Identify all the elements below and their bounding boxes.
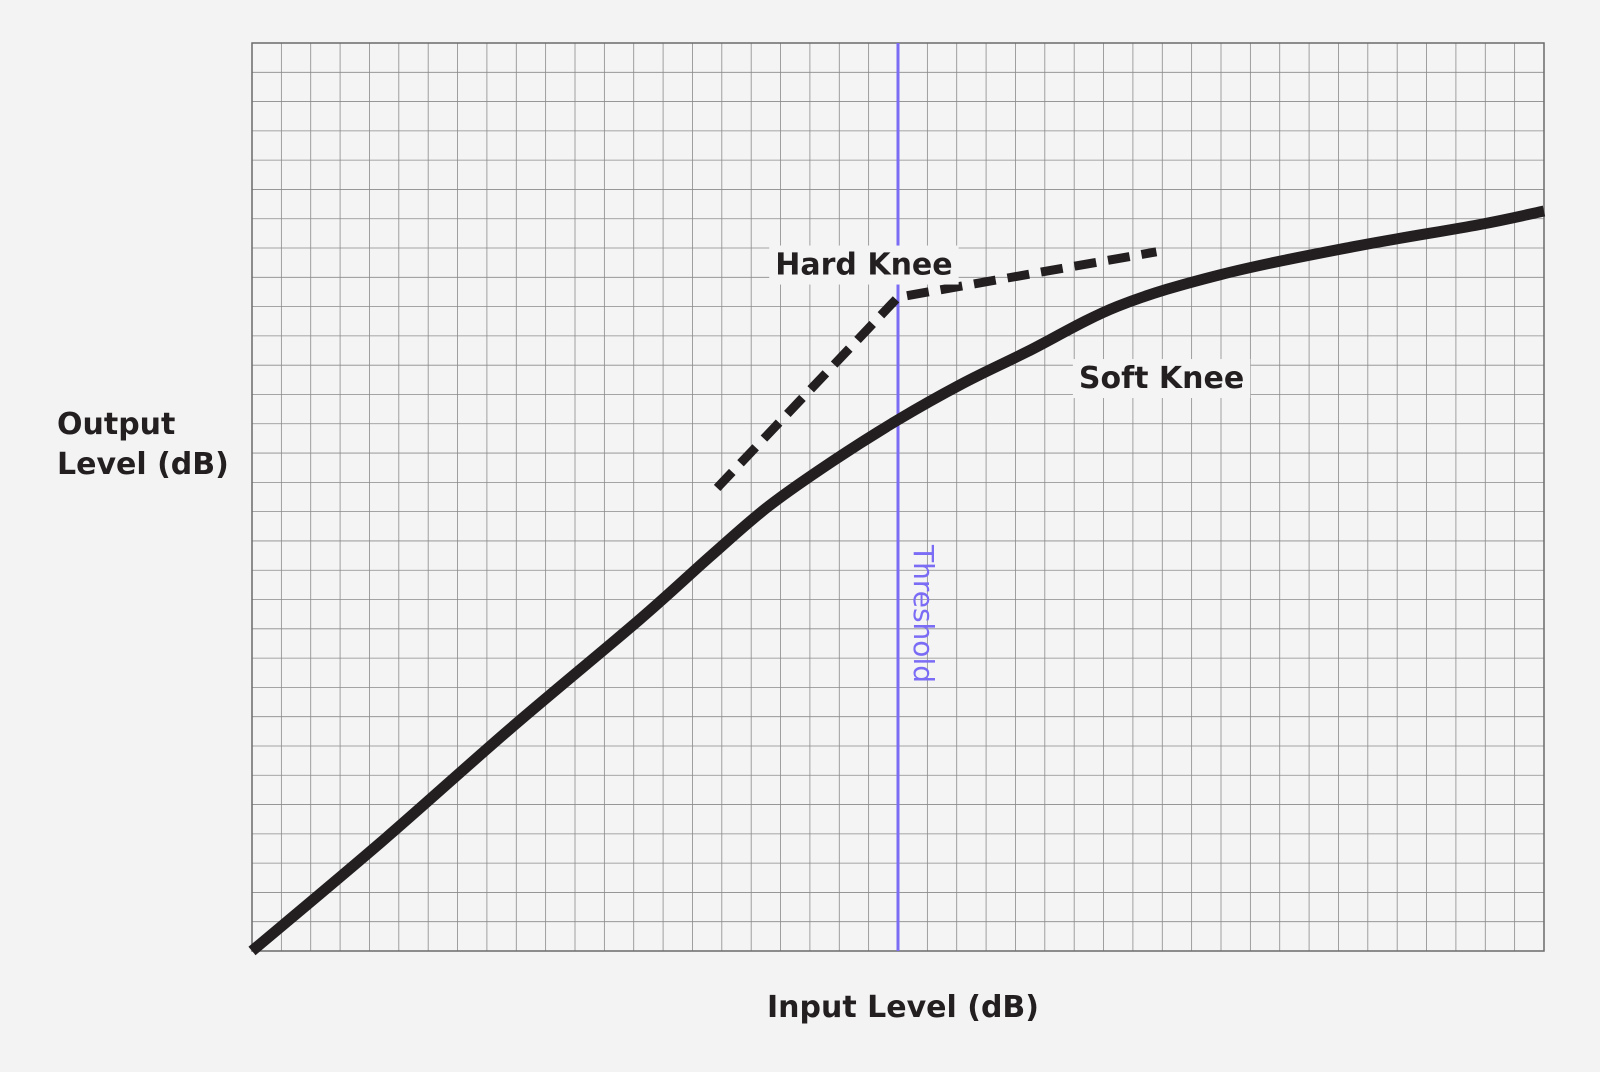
hard-knee-label: Hard Knee [775, 248, 952, 283]
y-axis-label: Output Level (dB) [57, 407, 229, 482]
label-layer: Hard Knee Soft Knee Threshold [769, 245, 1251, 683]
soft-knee-curve [248, 205, 1546, 956]
hard-knee-line [713, 247, 1158, 492]
soft-knee-label: Soft Knee [1079, 361, 1244, 396]
soft-knee-label-background [1072, 359, 1251, 399]
series-layer [248, 43, 1546, 956]
y-axis-label-line-2: Level (dB) [57, 447, 229, 482]
x-axis-label: Input Level (dB) [767, 990, 1039, 1025]
hard-knee-label-background [769, 245, 959, 285]
threshold-label: Threshold [907, 544, 940, 683]
y-axis-label-line-1: Output [57, 407, 175, 442]
